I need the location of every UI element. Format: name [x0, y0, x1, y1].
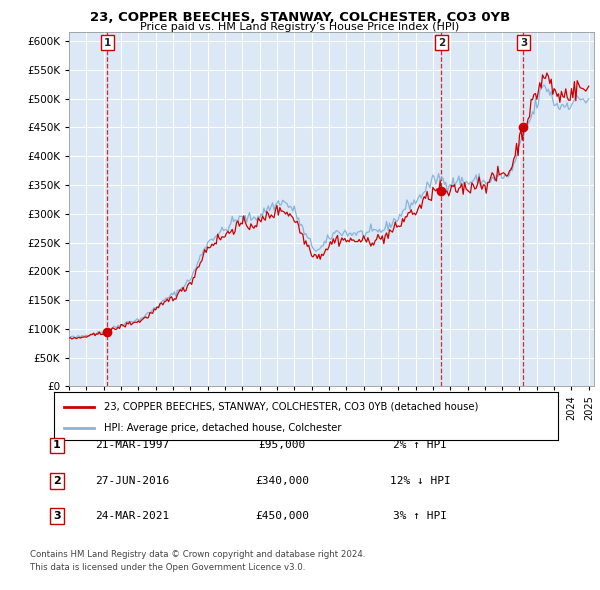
Text: 1: 1	[104, 38, 111, 48]
23, COPPER BEECHES, STANWAY, COLCHESTER, CO3 0YB (detached house)	[115, 324, 122, 331]
Text: 21-MAR-1997: 21-MAR-1997	[95, 441, 169, 450]
Text: 1: 1	[53, 441, 61, 450]
Text: 12% ↓ HPI: 12% ↓ HPI	[389, 476, 451, 486]
Text: 27-JUN-2016: 27-JUN-2016	[95, 476, 169, 486]
HPI: Average price, detached house, Colchester: (2e+03, 8.76e+04): Average price, detached house, Colcheste…	[65, 332, 73, 339]
Text: 23, COPPER BEECHES, STANWAY, COLCHESTER, CO3 0YB: 23, COPPER BEECHES, STANWAY, COLCHESTER,…	[90, 11, 510, 24]
HPI: Average price, detached house, Colchester: (2e+03, 1.85e+05): Average price, detached house, Colcheste…	[184, 277, 191, 284]
23, COPPER BEECHES, STANWAY, COLCHESTER, CO3 0YB (detached house)	[543, 70, 550, 77]
Text: 23, COPPER BEECHES, STANWAY, COLCHESTER, CO3 0YB (detached house): 23, COPPER BEECHES, STANWAY, COLCHESTER,…	[104, 402, 479, 411]
HPI: Average price, detached house, Colchester: (2.01e+03, 3.02e+05): Average price, detached house, Colcheste…	[246, 209, 253, 216]
Line: 23, COPPER BEECHES, STANWAY, COLCHESTER, CO3 0YB (detached house): 23, COPPER BEECHES, STANWAY, COLCHESTER,…	[69, 73, 589, 339]
23, COPPER BEECHES, STANWAY, COLCHESTER, CO3 0YB (detached house)	[344, 237, 351, 244]
23, COPPER BEECHES, STANWAY, COLCHESTER, CO3 0YB (detached house)	[184, 283, 191, 290]
HPI: Average price, detached house, Colchester: (2e+03, 1.06e+05): Average price, detached house, Colcheste…	[115, 322, 122, 329]
Text: 3: 3	[520, 38, 527, 48]
23, COPPER BEECHES, STANWAY, COLCHESTER, CO3 0YB (detached house)	[68, 336, 76, 343]
Text: HPI: Average price, detached house, Colchester: HPI: Average price, detached house, Colc…	[104, 423, 342, 432]
HPI: Average price, detached house, Colchester: (2.01e+03, 3.13e+05): Average price, detached house, Colcheste…	[268, 203, 275, 210]
Text: Contains HM Land Registry data © Crown copyright and database right 2024.: Contains HM Land Registry data © Crown c…	[30, 550, 365, 559]
HPI: Average price, detached house, Colchester: (2.02e+03, 5e+05): Average price, detached house, Colcheste…	[585, 95, 592, 102]
Text: Price paid vs. HM Land Registry’s House Price Index (HPI): Price paid vs. HM Land Registry’s House …	[140, 22, 460, 32]
Text: £95,000: £95,000	[259, 441, 305, 450]
Text: £450,000: £450,000	[255, 512, 309, 521]
HPI: Average price, detached house, Colchester: (2e+03, 2.5e+05): Average price, detached house, Colcheste…	[204, 239, 211, 246]
Text: 3: 3	[53, 512, 61, 521]
Text: 24-MAR-2021: 24-MAR-2021	[95, 512, 169, 521]
Text: 2: 2	[438, 38, 445, 48]
23, COPPER BEECHES, STANWAY, COLCHESTER, CO3 0YB (detached house)	[585, 83, 592, 90]
Line: HPI: Average price, detached house, Colchester: HPI: Average price, detached house, Colc…	[69, 85, 589, 337]
Text: 2% ↑ HPI: 2% ↑ HPI	[393, 441, 447, 450]
23, COPPER BEECHES, STANWAY, COLCHESTER, CO3 0YB (detached house)	[246, 226, 253, 233]
HPI: Average price, detached house, Colchester: (2.01e+03, 2.61e+05): Average price, detached house, Colcheste…	[344, 232, 351, 240]
Text: 2: 2	[53, 476, 61, 486]
Text: £340,000: £340,000	[255, 476, 309, 486]
HPI: Average price, detached house, Colchester: (2e+03, 8.47e+04): Average price, detached house, Colcheste…	[71, 334, 79, 341]
23, COPPER BEECHES, STANWAY, COLCHESTER, CO3 0YB (detached house)	[65, 335, 73, 342]
23, COPPER BEECHES, STANWAY, COLCHESTER, CO3 0YB (detached house)	[268, 211, 275, 218]
23, COPPER BEECHES, STANWAY, COLCHESTER, CO3 0YB (detached house)	[204, 244, 211, 251]
Text: 3% ↑ HPI: 3% ↑ HPI	[393, 512, 447, 521]
Text: This data is licensed under the Open Government Licence v3.0.: This data is licensed under the Open Gov…	[30, 563, 305, 572]
HPI: Average price, detached house, Colchester: (2.02e+03, 5.24e+05): Average price, detached house, Colcheste…	[541, 81, 548, 88]
